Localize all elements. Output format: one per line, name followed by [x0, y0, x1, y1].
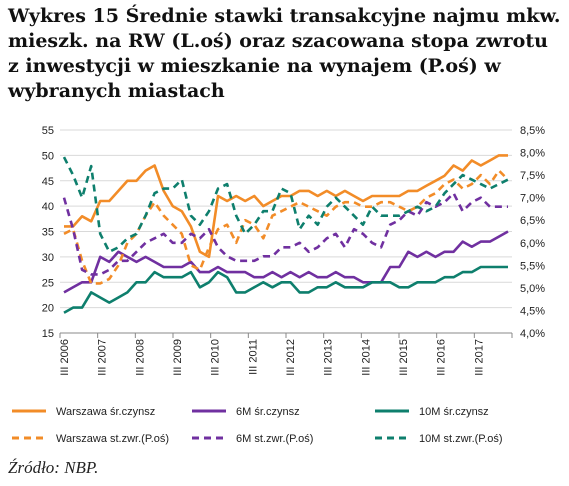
x-tick-label: III 2017 [473, 339, 485, 376]
chart-title: Wykres 15 Średnie stawki transakcyjne na… [8, 5, 561, 102]
legend-label: 6M st.zwr.(P.oś) [236, 433, 313, 445]
x-tick-label: III 2008 [134, 339, 146, 376]
x-tick-label: III 2011 [247, 339, 259, 375]
gridlines [60, 129, 512, 334]
y-right-tick-label: 6,0% [520, 238, 545, 250]
x-tick-label: III 2014 [360, 339, 372, 376]
y-left-tick-label: 40 [42, 201, 54, 213]
x-tick-label: III 2006 [59, 339, 71, 376]
y-right-tick-label: 4,5% [520, 305, 545, 317]
x-tick-label: III 2009 [172, 339, 184, 376]
series-line [63, 265, 508, 314]
x-tick-label: III 2007 [97, 339, 109, 376]
y-right-tick-label: 7,5% [520, 170, 545, 182]
x-tick-label: III 2015 [398, 339, 410, 376]
y-left-tick-label: 55 [42, 125, 54, 137]
y-left-tick-label: 45 [42, 176, 54, 188]
legend: Warszawa śr.czynsz 6M śr.czynsz 10M śr.czy… [12, 406, 503, 445]
y-left-tick-label: 30 [42, 252, 54, 264]
y-right-tick-label: 8,5% [520, 125, 545, 137]
y-right-tick-label: 5,5% [520, 260, 545, 272]
source-note: Źródło: NBP. [8, 458, 99, 477]
series-lines [62, 154, 509, 314]
y-axis-left: 15 20 25 30 35 40 45 50 55 [42, 125, 54, 340]
y-right-tick-label: 8,0% [520, 148, 545, 160]
x-tick-label: III 2012 [285, 339, 297, 376]
y-right-tick-label: 7,0% [520, 193, 545, 205]
x-axis: III 2006 III 2007 III 2008 III 2009 III 2010… [59, 332, 513, 376]
y-left-tick-label: 25 [42, 277, 54, 289]
x-tick-label: III 2010 [210, 339, 222, 376]
y-right-tick-label: 6,5% [520, 215, 545, 227]
y-left-tick-label: 15 [42, 328, 54, 340]
legend-label: 6M śr.czynsz [236, 406, 300, 418]
series-line [63, 230, 509, 294]
legend-label: Warszawa śr.czynsz [56, 406, 155, 418]
y-axis-right: 4,0% 4,5% 5,0% 5,5% 6,0% 6,5% 7,0% 7,5% 8,0% 8,5% [520, 125, 545, 340]
series-line [62, 191, 508, 276]
y-left-tick-label: 35 [42, 227, 54, 239]
y-left-tick-label: 50 [42, 150, 54, 162]
series-line [63, 169, 509, 285]
y-left-tick-label: 20 [42, 303, 54, 315]
legend-label: Warszawa st.zwr.(P.oś) [56, 433, 169, 445]
legend-label: 10M st.zwr.(P.oś) [419, 433, 503, 445]
series-line [64, 154, 508, 259]
y-right-tick-label: 5,0% [520, 283, 545, 295]
x-tick-label: III 2013 [323, 339, 335, 376]
x-tick-label: III 2016 [436, 339, 448, 376]
legend-label: 10M śr.czynsz [419, 406, 489, 418]
y-right-tick-label: 4,0% [520, 328, 545, 340]
series-line [62, 156, 509, 254]
